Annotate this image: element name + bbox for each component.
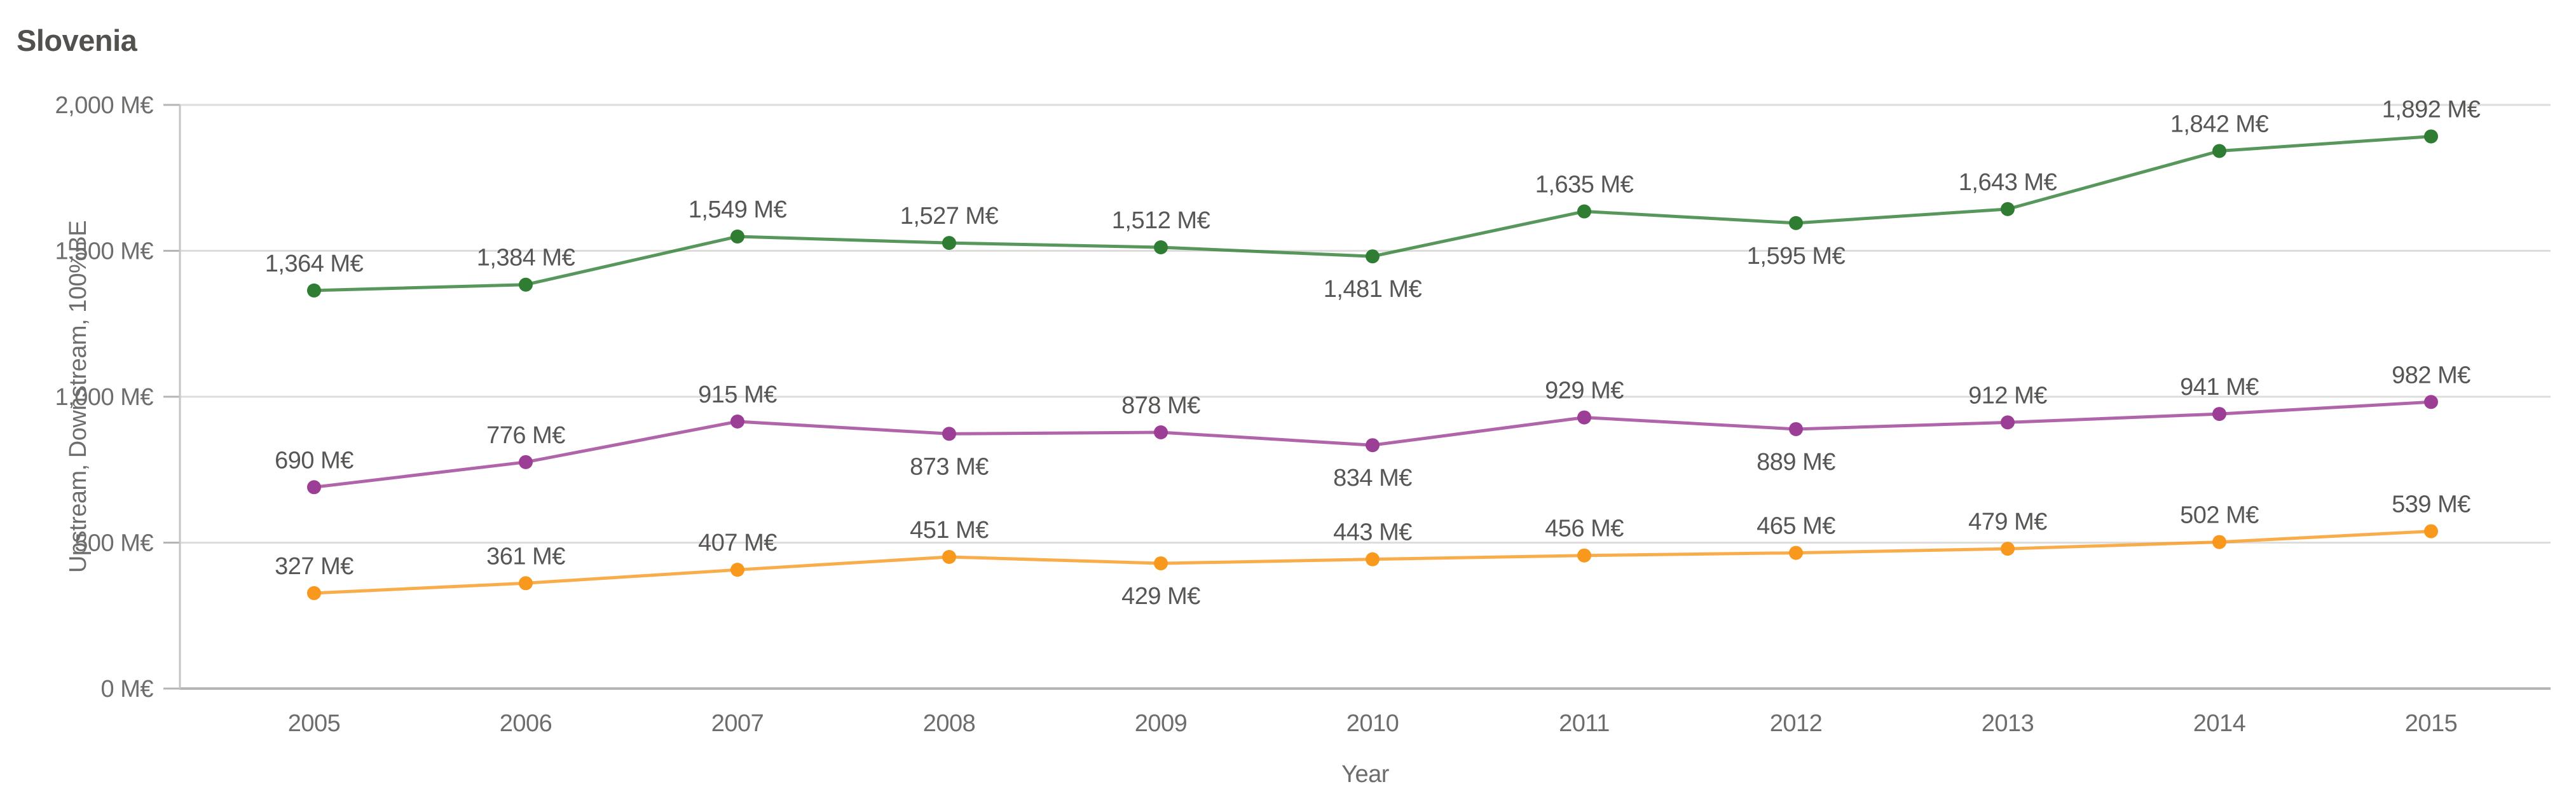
data-point-purple[interactable] — [1366, 438, 1380, 453]
data-label-purple: 873 M€ — [910, 453, 989, 480]
data-label-orange: 429 M€ — [1121, 583, 1200, 610]
x-tick-label: 2009 — [1135, 710, 1188, 737]
data-point-purple[interactable] — [942, 427, 956, 441]
data-label-purple: 941 M€ — [2180, 374, 2259, 401]
data-label-green: 1,384 M€ — [477, 245, 575, 271]
data-label-orange: 502 M€ — [2180, 502, 2259, 529]
data-point-orange[interactable] — [730, 563, 744, 577]
data-label-green: 1,595 M€ — [1747, 243, 1846, 270]
x-axis-title: Year — [1341, 761, 1390, 788]
data-point-purple[interactable] — [730, 415, 744, 429]
data-label-purple: 915 M€ — [698, 381, 777, 408]
data-label-purple: 690 M€ — [275, 447, 353, 474]
x-tick-label: 2007 — [711, 710, 764, 737]
data-label-orange: 327 M€ — [275, 553, 353, 580]
y-tick-label: 1,000 M€ — [55, 384, 154, 411]
data-label-orange: 451 M€ — [910, 517, 989, 544]
data-point-orange[interactable] — [942, 549, 956, 564]
data-point-orange[interactable] — [1577, 548, 1591, 563]
data-point-purple[interactable] — [1154, 425, 1168, 439]
x-tick-label: 2015 — [2405, 710, 2458, 737]
data-label-purple: 929 M€ — [1545, 378, 1624, 404]
x-tick-label: 2014 — [2193, 710, 2246, 737]
data-label-green: 1,512 M€ — [1112, 207, 1210, 234]
data-label-green: 1,527 M€ — [900, 203, 999, 230]
data-point-purple[interactable] — [2212, 407, 2226, 422]
data-label-green: 1,364 M€ — [265, 250, 364, 277]
x-tick-label: 2008 — [923, 710, 976, 737]
data-label-orange: 539 M€ — [2392, 491, 2470, 518]
data-point-orange[interactable] — [519, 576, 533, 591]
data-label-orange: 443 M€ — [1333, 519, 1412, 546]
data-label-orange: 407 M€ — [698, 530, 777, 556]
data-label-purple: 889 M€ — [1757, 449, 1835, 476]
data-label-purple: 912 M€ — [1968, 382, 2047, 409]
data-point-orange[interactable] — [2424, 524, 2438, 539]
data-point-purple[interactable] — [1577, 410, 1591, 425]
y-tick-label: 0 M€ — [101, 676, 154, 703]
y-tick-label: 500 M€ — [74, 530, 153, 557]
data-point-purple[interactable] — [2001, 415, 2015, 430]
data-label-orange: 361 M€ — [486, 543, 565, 570]
x-tick-label: 2012 — [1770, 710, 1823, 737]
x-tick-label: 2006 — [500, 710, 552, 737]
y-tick-label: 1,500 M€ — [55, 238, 154, 265]
data-label-orange: 465 M€ — [1757, 513, 1835, 540]
data-label-purple: 834 M€ — [1333, 465, 1412, 491]
data-label-orange: 456 M€ — [1545, 516, 1624, 542]
data-point-orange[interactable] — [1789, 546, 1803, 560]
data-point-orange[interactable] — [1154, 556, 1168, 571]
x-tick-label: 2011 — [1559, 710, 1610, 737]
data-label-green: 1,892 M€ — [2382, 97, 2481, 123]
data-label-green: 1,643 M€ — [1959, 169, 2057, 196]
data-point-orange[interactable] — [2212, 535, 2226, 549]
data-label-purple: 776 M€ — [486, 422, 565, 449]
data-point-green[interactable] — [307, 283, 321, 298]
data-point-green[interactable] — [1789, 216, 1803, 230]
x-tick-label: 2005 — [288, 710, 341, 737]
data-point-green[interactable] — [1577, 204, 1591, 219]
data-label-green: 1,481 M€ — [1324, 276, 1422, 303]
data-point-purple[interactable] — [1789, 422, 1803, 436]
data-point-purple[interactable] — [519, 455, 533, 469]
x-tick-label: 2010 — [1346, 710, 1399, 737]
data-label-green: 1,635 M€ — [1535, 172, 1634, 198]
chart-title: Slovenia — [17, 24, 137, 57]
x-tick-label: 2013 — [1982, 710, 2034, 737]
data-label-orange: 479 M€ — [1968, 509, 2047, 535]
y-axis-title: Upstream, Downstream, 100%BE — [65, 221, 92, 573]
data-point-green[interactable] — [2424, 129, 2438, 144]
data-point-green[interactable] — [519, 277, 533, 292]
data-point-green[interactable] — [1366, 249, 1380, 264]
data-label-green: 1,549 M€ — [689, 196, 787, 223]
data-point-orange[interactable] — [2001, 542, 2015, 556]
data-label-purple: 878 M€ — [1121, 392, 1200, 419]
data-point-green[interactable] — [1154, 240, 1168, 254]
data-point-green[interactable] — [2001, 202, 2015, 216]
data-label-purple: 982 M€ — [2392, 362, 2470, 388]
data-point-purple[interactable] — [307, 480, 321, 495]
data-point-green[interactable] — [2212, 144, 2226, 158]
data-point-green[interactable] — [730, 230, 744, 244]
data-point-green[interactable] — [942, 236, 956, 250]
data-point-orange[interactable] — [1366, 552, 1380, 566]
data-point-purple[interactable] — [2424, 395, 2438, 409]
y-tick-label: 2,000 M€ — [55, 92, 154, 119]
data-label-green: 1,842 M€ — [2170, 111, 2269, 138]
data-point-orange[interactable] — [307, 586, 321, 600]
series-line-green[interactable] — [312, 135, 2433, 292]
